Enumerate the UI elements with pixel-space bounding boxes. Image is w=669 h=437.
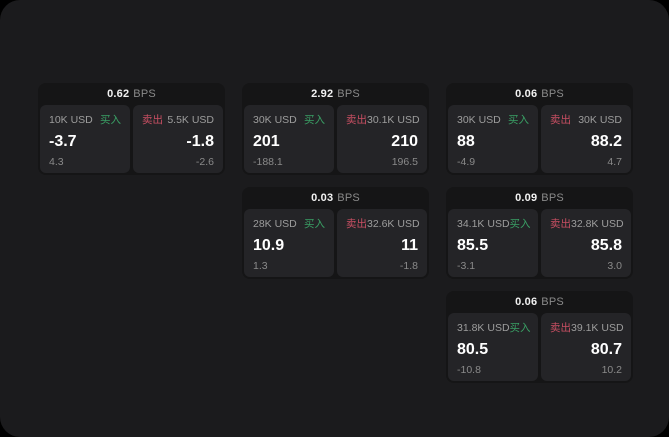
sell-tile[interactable]: 卖出 30.1K USD 210 196.5 xyxy=(337,105,427,173)
buy-tile[interactable]: 10K USD 买入 -3.7 4.3 xyxy=(40,105,130,173)
buy-price: 85.5 xyxy=(457,236,489,254)
spread-value: 0.09 xyxy=(515,192,538,204)
buy-side-label: 买入 xyxy=(509,322,531,334)
sell-amount: 5.5K USD xyxy=(167,113,214,126)
spread-header: 0.06 BPS xyxy=(446,83,633,105)
buy-price: 10.9 xyxy=(253,236,285,254)
buy-tile[interactable]: 31.8K USD 买入 80.5 -10.8 xyxy=(448,313,538,381)
buy-delta: -10.8 xyxy=(457,363,481,376)
spread-unit: BPS xyxy=(541,296,564,308)
buy-delta: -4.9 xyxy=(457,155,476,168)
spread-unit: BPS xyxy=(337,192,360,204)
sell-amount: 30.1K USD xyxy=(367,113,420,126)
buy-amount: 31.8K USD xyxy=(457,321,510,334)
buy-side-label: 买入 xyxy=(100,114,121,126)
sell-side-label: 卖出 xyxy=(346,114,367,126)
buy-side-label: 买入 xyxy=(508,114,529,126)
buy-price: 88 xyxy=(457,132,475,150)
spread-unit: BPS xyxy=(541,192,564,204)
sell-delta: 196.5 xyxy=(391,155,418,168)
sell-tile[interactable]: 卖出 32.8K USD 85.8 3.0 xyxy=(541,209,631,277)
quote-card: 0.09 BPS 34.1K USD 买入 85.5 -3.1 卖出 32.8K… xyxy=(446,187,633,279)
buy-side-label: 买入 xyxy=(304,114,325,126)
sell-price: -1.8 xyxy=(186,132,214,150)
buy-amount: 30K USD xyxy=(457,113,501,126)
buy-tile[interactable]: 28K USD 买入 10.9 1.3 xyxy=(244,209,334,277)
spread-value: 0.03 xyxy=(311,192,334,204)
sell-price: 11 xyxy=(401,236,418,254)
quote-card: 0.03 BPS 28K USD 买入 10.9 1.3 卖出 32.6K US… xyxy=(242,187,429,279)
spread-header: 0.06 BPS xyxy=(446,291,633,313)
spread-value: 0.06 xyxy=(515,88,538,100)
quote-card: 0.06 BPS 30K USD 买入 88 -4.9 卖出 30K USD 8… xyxy=(446,83,633,175)
sell-price: 85.8 xyxy=(590,236,622,254)
sell-side-label: 卖出 xyxy=(142,114,163,126)
sell-tile[interactable]: 卖出 39.1K USD 80.7 10.2 xyxy=(541,313,631,381)
sell-delta: 3.0 xyxy=(607,259,622,272)
spread-header: 0.62 BPS xyxy=(38,83,225,105)
sell-amount: 32.6K USD xyxy=(367,217,420,230)
spread-value: 0.06 xyxy=(515,296,538,308)
buy-side-label: 买入 xyxy=(509,218,531,230)
spread-unit: BPS xyxy=(133,88,156,100)
quote-card: 0.62 BPS 10K USD 买入 -3.7 4.3 卖出 5.5K USD… xyxy=(38,83,225,175)
sell-amount: 39.1K USD xyxy=(571,321,624,334)
spread-unit: BPS xyxy=(541,88,564,100)
sell-amount: 32.8K USD xyxy=(571,217,624,230)
spread-header: 2.92 BPS xyxy=(242,83,429,105)
buy-price: 80.5 xyxy=(457,340,489,358)
sell-tile[interactable]: 卖出 30K USD 88.2 4.7 xyxy=(541,105,631,173)
quote-card: 2.92 BPS 30K USD 买入 201 -188.1 卖出 30.1K … xyxy=(242,83,429,175)
buy-tile[interactable]: 34.1K USD 买入 85.5 -3.1 xyxy=(448,209,538,277)
buy-delta: -3.1 xyxy=(457,259,476,272)
spread-value: 0.62 xyxy=(107,88,130,100)
spread-header: 0.03 BPS xyxy=(242,187,429,209)
sell-delta: 10.2 xyxy=(601,363,622,376)
buy-tile[interactable]: 30K USD 买入 88 -4.9 xyxy=(448,105,538,173)
buy-tile[interactable]: 30K USD 买入 201 -188.1 xyxy=(244,105,334,173)
buy-delta: 4.3 xyxy=(49,155,64,168)
spread-unit: BPS xyxy=(337,88,360,100)
buy-amount: 28K USD xyxy=(253,217,297,230)
buy-price: 201 xyxy=(253,132,280,150)
sell-side-label: 卖出 xyxy=(550,114,571,126)
sell-side-label: 卖出 xyxy=(346,218,367,230)
sell-side-label: 卖出 xyxy=(550,218,571,230)
spread-value: 2.92 xyxy=(311,88,334,100)
spread-header: 0.09 BPS xyxy=(446,187,633,209)
sell-price: 80.7 xyxy=(590,340,622,358)
buy-amount: 30K USD xyxy=(253,113,297,126)
buy-side-label: 买入 xyxy=(304,218,325,230)
buy-price: -3.7 xyxy=(49,132,77,150)
sell-amount: 30K USD xyxy=(578,113,622,126)
sell-tile[interactable]: 卖出 32.6K USD 11 -1.8 xyxy=(337,209,427,277)
buy-amount: 34.1K USD xyxy=(457,217,510,230)
buy-amount: 10K USD xyxy=(49,113,93,126)
sell-delta: 4.7 xyxy=(607,155,622,168)
sell-side-label: 卖出 xyxy=(550,322,571,334)
sell-tile[interactable]: 卖出 5.5K USD -1.8 -2.6 xyxy=(133,105,223,173)
buy-delta: -188.1 xyxy=(253,155,283,168)
buy-delta: 1.3 xyxy=(253,259,268,272)
sell-price: 88.2 xyxy=(590,132,622,150)
sell-delta: -2.6 xyxy=(195,155,214,168)
quote-card: 0.06 BPS 31.8K USD 买入 80.5 -10.8 卖出 39.1… xyxy=(446,291,633,383)
sell-price: 210 xyxy=(391,132,418,150)
sell-delta: -1.8 xyxy=(399,259,418,272)
